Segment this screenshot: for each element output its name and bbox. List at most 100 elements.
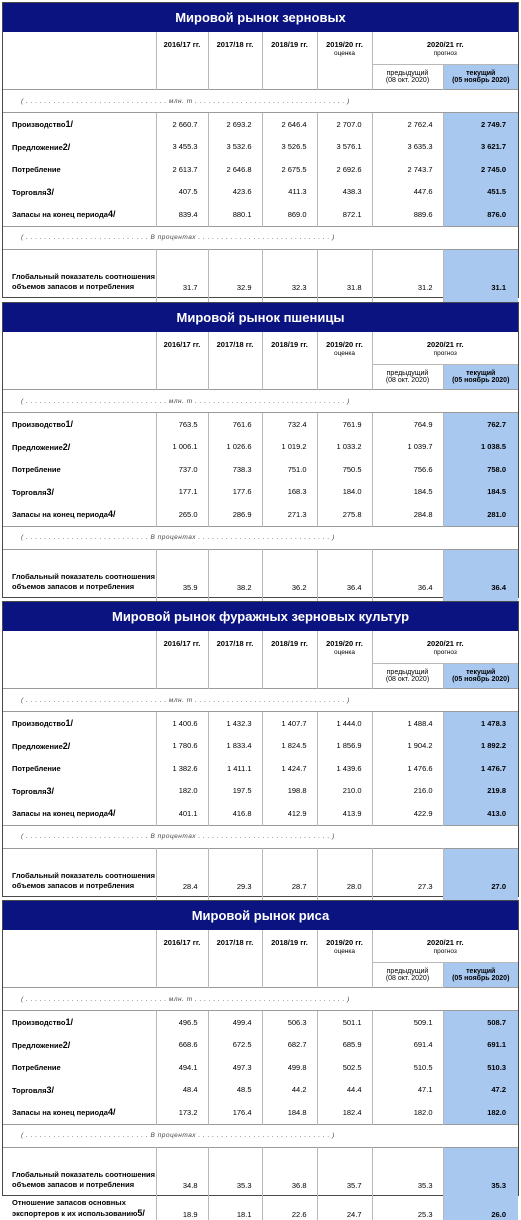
- previous-forecast-header: предыдущий (08 окт. 2020): [372, 663, 444, 689]
- year-header: 2018/19 гг.: [262, 332, 318, 365]
- row-label: 1/: [65, 718, 74, 729]
- row-label: Торговля: [12, 187, 47, 197]
- row-label: Предложение: [12, 142, 63, 152]
- table-cell: 28.0: [317, 847, 373, 893]
- row-consumption: Потребление 737.0 738.3 751.0 750.5 756.6 758…: [3, 458, 518, 481]
- row-label: Предложение: [12, 442, 63, 452]
- table-cell: 839.4: [156, 203, 209, 226]
- row-label: 3/: [46, 785, 55, 796]
- table-cell: 407.5: [156, 180, 209, 203]
- table-cell: 2 675.5: [262, 158, 318, 181]
- row-label: 2/: [62, 740, 71, 751]
- row-stocks-to-use: Глобальный показатель соотношения объемо…: [3, 248, 518, 294]
- forecast-label: прогноз: [433, 50, 457, 57]
- table-cell: 219.8: [443, 779, 518, 802]
- row-label: Предложение: [12, 741, 63, 751]
- market-section-1: Мировой рынок зерновых 2016/17 гг. 2017/…: [2, 2, 519, 322]
- table-cell: 176.4: [208, 1101, 263, 1124]
- table-cell: 508.7: [443, 1010, 518, 1034]
- row-label: Производство: [12, 1018, 66, 1028]
- table-cell: 2 743.7: [372, 158, 444, 181]
- percent-line: ( . . . . . . . . . . . . . . . . . . . …: [3, 525, 518, 549]
- table-cell: 210.0: [317, 779, 373, 802]
- table-cell: 761.9: [317, 412, 373, 436]
- row-label: Торговля: [12, 786, 47, 796]
- row-label: Глобальный показатель соотношения объемо…: [3, 248, 157, 294]
- table-cell: 494.1: [156, 1056, 209, 1079]
- table-cell: 502.5: [317, 1056, 373, 1079]
- row-consumption: Потребление 494.1 497.3 499.8 502.5 510.5 510…: [3, 1056, 518, 1079]
- previous-forecast-header: предыдущий (08 окт. 2020): [372, 364, 444, 390]
- table-cell: 177.1: [156, 480, 209, 503]
- table-cell: 499.8: [262, 1056, 318, 1079]
- table-cell: 3 635.3: [372, 135, 444, 158]
- market-table: 2016/17 гг. 2017/18 гг. 2018/19 гг. 2019…: [3, 332, 518, 622]
- row-label: 4/: [107, 209, 116, 220]
- estimate-label: оценка: [333, 649, 356, 656]
- table-cell: 497.3: [208, 1056, 263, 1079]
- table-cell: 423.6: [208, 180, 263, 203]
- section-title: Мировой рынок фуражных зерновых культур: [3, 602, 518, 631]
- row-label: 3/: [46, 486, 55, 497]
- table-cell: 184.8: [262, 1101, 318, 1124]
- table-cell: 184.5: [443, 480, 518, 503]
- row-label: Запасы на конец периода: [12, 809, 108, 819]
- table-cell: 691.4: [372, 1033, 444, 1056]
- table-cell: 44.2: [262, 1078, 318, 1101]
- section-title: Мировой рынок пшеницы: [3, 303, 518, 332]
- table-cell: 27.0: [443, 847, 518, 893]
- year-header: 2017/18 гг.: [208, 32, 263, 65]
- unit-line: ( . . . . . . . . . . . . . . . . . . . …: [3, 89, 518, 113]
- table-cell: 3 532.6: [208, 135, 263, 158]
- header-blank: [3, 663, 157, 689]
- table-cell: 1 382.6: [156, 757, 209, 780]
- row-trade: Торговля3/ 407.5 423.6 411.3 438.3 447.6 451.…: [3, 180, 518, 203]
- table-cell: 1 407.7: [262, 711, 318, 735]
- header-blank: [3, 332, 157, 365]
- row-production: Производство1/ 1 400.6 1 432.3 1 407.7 1 44…: [3, 711, 518, 735]
- row-label: Глобальный показатель соотношения объемо…: [3, 548, 157, 594]
- table-cell: 2 707.0: [317, 112, 373, 136]
- table-cell: 32.9: [208, 248, 263, 294]
- market-section-2: Мировой рынок пшеницы 2016/17 гг. 2017/1…: [2, 302, 519, 622]
- row-stocks: Запасы на конец периода4/ 265.0 286.9 271.…: [3, 503, 518, 526]
- year-header: 2016/17 гг.: [156, 332, 209, 365]
- row-stocks: Запасы на конец периода4/ 173.2 176.4 184.…: [3, 1101, 518, 1124]
- row-supply: Предложение2/ 668.6 672.5 682.7 685.9 691.4 6…: [3, 1033, 518, 1056]
- year-header: 2017/18 гг.: [208, 631, 263, 664]
- previous-forecast-header: предыдущий (08 окт. 2020): [372, 64, 444, 90]
- table-cell: 216.0: [372, 779, 444, 802]
- row-label: 1/: [65, 119, 74, 130]
- row-label: Производство: [12, 719, 66, 729]
- forecast-label: прогноз: [433, 350, 457, 357]
- row-label: Потребление: [12, 464, 61, 474]
- forecast-header: 2020/21 гг. прогноз: [372, 332, 518, 365]
- table-cell: 28.7: [262, 847, 318, 893]
- header-blank: [3, 962, 157, 988]
- table-cell: 880.1: [208, 203, 263, 226]
- table-cell: 510.3: [443, 1056, 518, 1079]
- table-cell: 2 762.4: [372, 112, 444, 136]
- table-cell: 438.3: [317, 180, 373, 203]
- table-cell: 762.7: [443, 412, 518, 436]
- row-label: Запасы на конец периода: [12, 510, 108, 520]
- table-cell: 1 019.2: [262, 435, 318, 458]
- row-supply: Предложение2/ 1 006.1 1 026.6 1 019.2 1 033…: [3, 435, 518, 458]
- table-cell: 27.3: [372, 847, 444, 893]
- table-cell: 758.0: [443, 458, 518, 481]
- table-cell: 451.5: [443, 180, 518, 203]
- table-cell: 751.0: [262, 458, 318, 481]
- table-cell: 18.9: [156, 1191, 209, 1220]
- table-cell: 286.9: [208, 503, 263, 526]
- table-cell: 24.7: [317, 1191, 373, 1220]
- table-cell: 35.3: [208, 1146, 263, 1192]
- table-cell: 872.1: [317, 203, 373, 226]
- table-cell: 47.2: [443, 1078, 518, 1101]
- table-cell: 198.8: [262, 779, 318, 802]
- row-consumption: Потребление 1 382.6 1 411.1 1 424.7 1 439.6…: [3, 757, 518, 780]
- header-blank: [3, 631, 157, 664]
- table-cell: 447.6: [372, 180, 444, 203]
- year-header: 2019/20 гг. оценка: [317, 32, 373, 65]
- table-cell: 3 526.5: [262, 135, 318, 158]
- market-section-3: Мировой рынок фуражных зерновых культур …: [2, 601, 519, 921]
